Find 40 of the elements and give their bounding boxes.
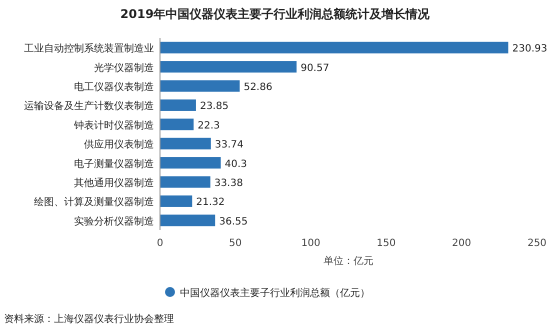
bar [160,118,194,130]
bar [160,99,196,111]
y-tick-label: 运输设备及生产计数仪表制造 [24,100,154,112]
y-tick-label: 光学仪器制造 [94,62,154,74]
bar [160,214,216,226]
y-tick-label: 供应用仪表制造 [84,138,154,151]
y-tick-label: 实验分析仪器制造 [74,215,154,228]
y-tick-label: 绘图、计算及测量仪器制造 [34,196,154,208]
data-label: 21.32 [196,197,225,208]
data-label: 40.3 [224,158,248,170]
bar [160,157,221,169]
bar [160,195,192,207]
x-tick-label: 200 [452,238,472,249]
y-tick-label: 电子测量仪器制造 [74,158,154,170]
bar [160,61,297,73]
x-tick-label: 250 [527,238,547,249]
x-axis-title: 单位：亿元 [324,255,374,267]
data-label: 22.3 [198,120,220,132]
bar [160,42,508,54]
data-label: 52.86 [244,82,272,93]
x-tick-label: 150 [376,238,396,249]
data-label: 36.55 [219,216,248,228]
data-label: 230.93 [512,44,548,55]
bar [160,138,211,150]
x-tick-label: 50 [229,238,242,249]
y-tick-label: 其他通用仪器制造 [74,177,154,189]
bar [160,176,210,188]
y-tick-label: 工业自动控制系统装置制造业 [24,42,154,55]
x-tick-label: 0 [156,238,164,249]
data-label: 33.74 [214,140,244,151]
legend-label: 中国仪器仪表主要子行业利润总额（亿元） [180,287,370,299]
data-label: 90.57 [300,62,330,74]
text: 资料来源：上海仪器仪表行业协会整理 [4,313,174,325]
y-tick-label: 电工仪器仪表制造 [74,81,154,93]
x-tick-label: 100 [301,238,320,249]
bar [160,80,240,92]
data-label: 33.38 [214,178,243,189]
chart-title: 2019年中国仪器仪表主要子行业利润总额统计及增长情况 [120,7,431,21]
y-tick-label: 钟表计时仪器制造 [73,119,154,132]
data-label: 23.85 [200,101,229,112]
